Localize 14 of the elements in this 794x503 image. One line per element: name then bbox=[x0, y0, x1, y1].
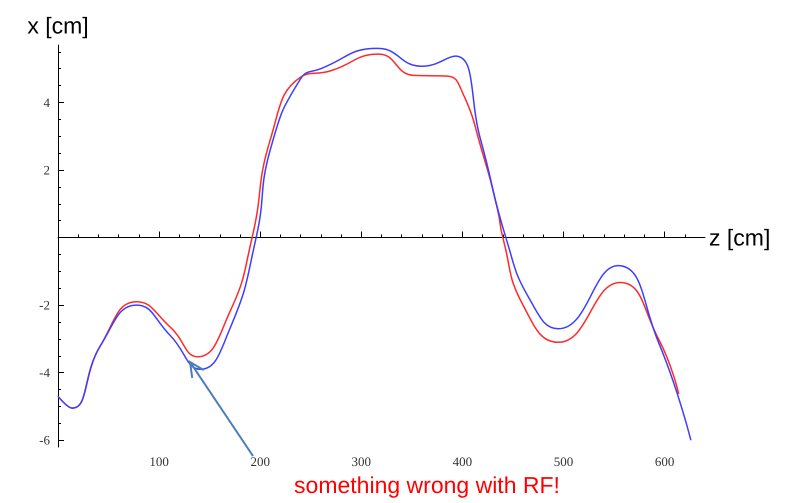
x-tick-label: 100 bbox=[149, 454, 169, 469]
y-tick-label: -2 bbox=[39, 298, 50, 313]
x-axis-title: z [cm] bbox=[709, 224, 770, 251]
x-tick-label: 500 bbox=[554, 454, 574, 469]
text: something wrong with RF! bbox=[293, 472, 561, 499]
x-tick-label: 600 bbox=[654, 454, 674, 469]
x-tick-label: 300 bbox=[352, 454, 372, 469]
y-tick-label: 2 bbox=[44, 162, 50, 178]
x-tick-label: 400 bbox=[452, 454, 472, 469]
y-tick-label: 4 bbox=[44, 94, 50, 110]
y-tick-label: -6 bbox=[39, 432, 50, 448]
y-tick-label: -4 bbox=[39, 365, 50, 380]
y-axis-title: x [cm] bbox=[27, 12, 89, 38]
x-tick-label: 200 bbox=[250, 454, 270, 469]
